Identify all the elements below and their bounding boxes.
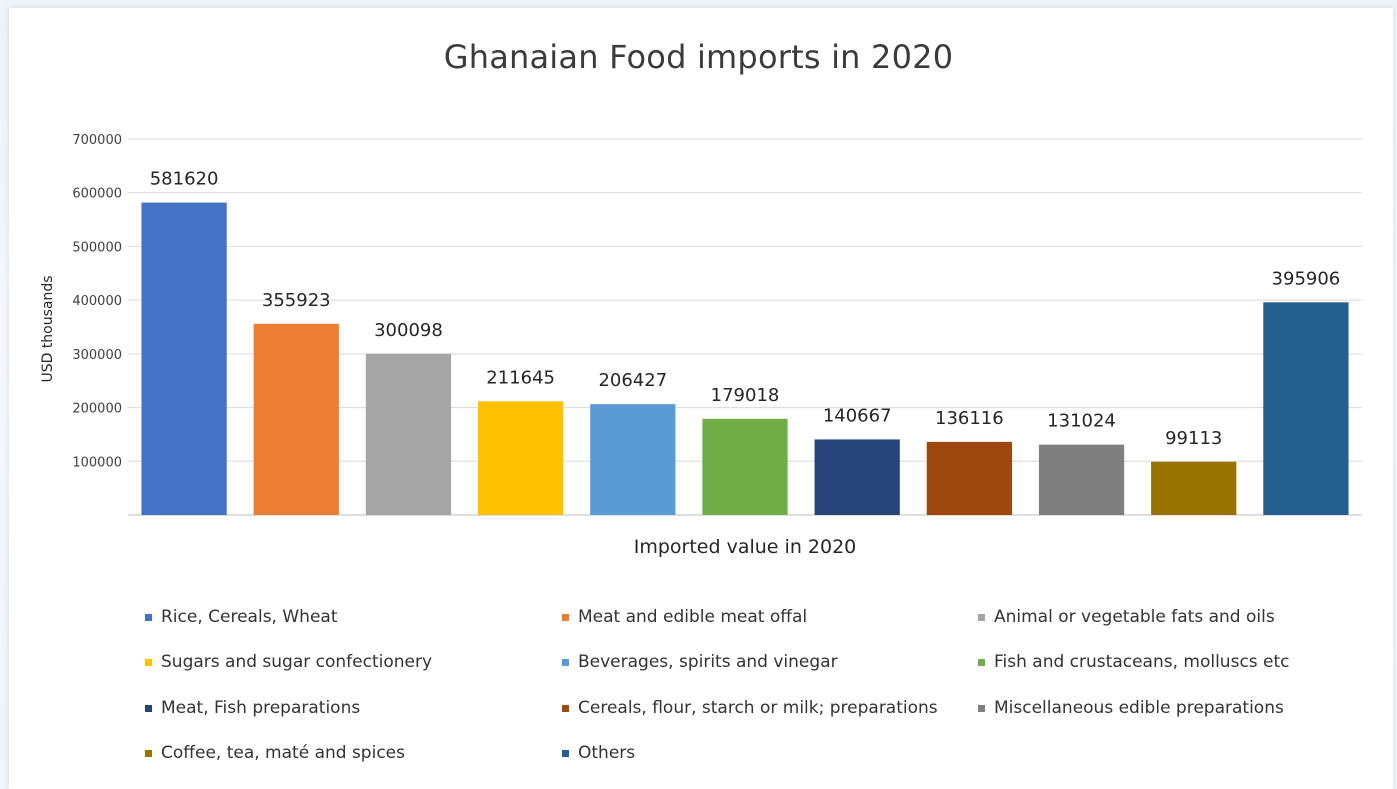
data-labels: 581620 355923 300098 211645 206427 179018 1406…: [150, 169, 1341, 449]
y-axis-title: USD thousands: [40, 275, 56, 382]
bar: [253, 323, 339, 515]
bar: [1151, 461, 1237, 515]
bar: [590, 404, 676, 515]
data-label: 179018: [711, 385, 780, 406]
data-label: 206427: [598, 370, 667, 391]
x-axis-title: Imported value in 2020: [634, 536, 857, 558]
y-tick-label: 500000: [72, 240, 122, 255]
y-tick-label: 400000: [72, 294, 122, 309]
y-tick-label: 200000: [72, 402, 122, 417]
data-label: 211645: [486, 367, 555, 388]
data-label: 140667: [823, 405, 892, 426]
chart-card: [9, 8, 1393, 789]
bar: [141, 202, 227, 515]
y-tick-label: 300000: [72, 348, 122, 363]
data-label: 131024: [1047, 411, 1116, 432]
data-label: 395906: [1272, 268, 1341, 289]
bar: [926, 441, 1012, 515]
data-label: 581620: [150, 169, 219, 190]
data-label: 99113: [1165, 428, 1222, 449]
data-label: 355923: [262, 290, 331, 311]
y-axis-ticks: 100000 200000 300000 400000 500000 600000 7000…: [72, 133, 122, 470]
chart-title: Ghanaian Food imports in 2020: [443, 38, 954, 76]
y-tick-label: 100000: [72, 455, 122, 470]
y-tick-label: 600000: [72, 187, 122, 202]
bar: [1038, 444, 1125, 515]
data-label: 300098: [374, 320, 443, 341]
data-label: 136116: [935, 408, 1004, 429]
bar: [478, 401, 564, 515]
bar: [702, 418, 788, 515]
y-tick-label: 700000: [72, 133, 122, 148]
bars: [141, 202, 1349, 515]
bar: [1263, 302, 1349, 515]
bar: [814, 439, 900, 515]
bar: [365, 353, 452, 515]
